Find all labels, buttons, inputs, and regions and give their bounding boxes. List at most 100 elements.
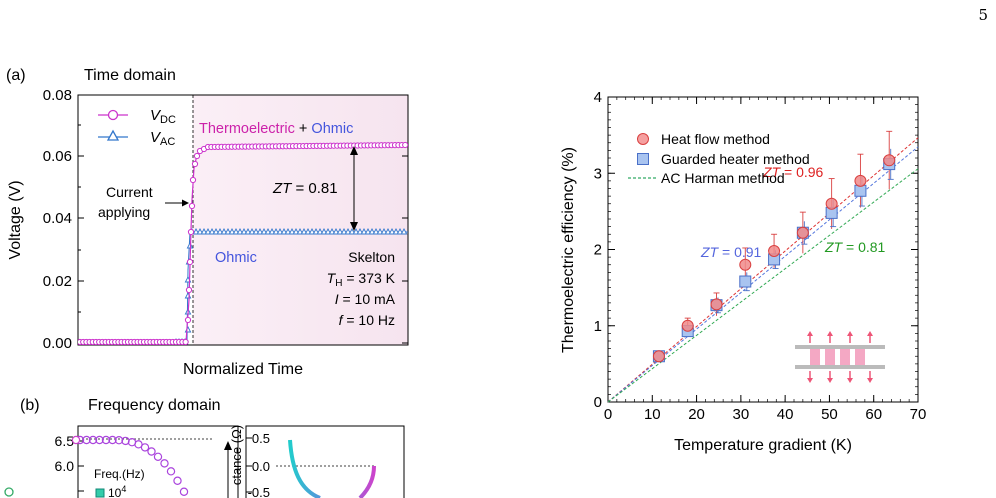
vac-marker	[256, 228, 264, 235]
vdc-marker	[182, 338, 189, 345]
panel-b-y-tick: 6.5	[55, 433, 75, 449]
vac-marker	[272, 228, 280, 235]
frequency-marker	[101, 435, 111, 445]
panel-a-title: Time domain	[84, 67, 176, 84]
legend-label-heat-flow: Heat flow method	[661, 131, 770, 147]
vac-marker	[340, 228, 348, 235]
panel-b-title: Frequency domain	[88, 397, 221, 414]
vac-marker	[304, 228, 312, 235]
vac-marker	[300, 228, 308, 235]
panel-b-y-tick: 6.0	[55, 458, 75, 474]
x-tick-label: 20	[688, 406, 705, 423]
vac-marker	[224, 228, 232, 235]
vac-marker	[284, 228, 292, 235]
vac-marker	[296, 228, 304, 235]
vac-marker	[260, 228, 268, 235]
chart-x-axis-label: Temperature gradient (K)	[674, 437, 852, 454]
page-number: 5	[978, 6, 988, 24]
legend-marker-heat-flow	[637, 133, 649, 145]
vdc-marker	[185, 286, 193, 294]
heat-flow-point	[681, 319, 694, 332]
panel-b-right-y-tick: 0.0	[252, 459, 270, 474]
x-tick-label: 60	[865, 406, 882, 423]
annotation-zt: ZT = 0.81	[272, 180, 338, 197]
vac-marker	[328, 228, 336, 235]
current-arrow-head	[182, 199, 189, 207]
chart-y-axis-label: Thermoelectric efficiency (%)	[560, 147, 577, 353]
panel-b-right-y-axis-label: ctance (Ω)	[229, 425, 244, 485]
panel-a-y-axis-label: Voltage (V)	[7, 180, 24, 259]
panel-b-left-ticks	[78, 440, 84, 492]
vac-marker	[384, 228, 392, 235]
vac-marker	[376, 228, 384, 235]
y-tick-label: 4	[594, 89, 602, 106]
vdc-marker	[193, 152, 201, 160]
vac-marker	[244, 228, 252, 235]
vac-marker	[292, 228, 300, 235]
frequency-marker	[114, 436, 124, 445]
heat-flow-point	[768, 245, 781, 258]
panel-b-right-axes	[245, 425, 405, 498]
vac-marker	[372, 228, 380, 235]
vac-marker	[192, 228, 200, 235]
zt-arrow-top	[350, 146, 358, 155]
vac-marker	[228, 228, 236, 235]
vac-marker	[184, 292, 192, 299]
vdc-marker	[187, 228, 195, 236]
panel-b-label: (b)	[20, 397, 40, 414]
frequency-marker	[166, 467, 176, 476]
vac-marker	[248, 228, 256, 235]
annotation-thermoelectric-ohmic: Thermoelectric + Ohmic	[199, 121, 353, 137]
frequency-marker	[147, 447, 156, 456]
vac-marker	[348, 228, 356, 235]
condition-current: I = 10 mA	[335, 291, 396, 307]
guarded-heater-point	[854, 184, 867, 197]
annotation-current-applying-line2: applying	[98, 204, 150, 220]
vdc-markers	[78, 141, 408, 345]
vac-marker	[332, 228, 340, 235]
frequency-marker	[173, 476, 182, 485]
device-name: Skelton	[348, 249, 395, 265]
heat-flow-point	[825, 197, 838, 210]
vac-marker	[316, 228, 324, 235]
heat-flow-point	[739, 258, 752, 271]
legend-vac: VAC	[150, 129, 175, 148]
legend-label-ac-harman: AC Harman method	[661, 170, 785, 186]
heat-flow-point	[796, 226, 809, 239]
vac-marker	[232, 228, 240, 235]
panel-b-left-axes	[77, 425, 239, 498]
panel-b-frequency-markers	[71, 435, 189, 496]
vac-marker	[396, 228, 404, 235]
vac-marker	[240, 228, 248, 235]
frequency-marker	[88, 435, 98, 445]
vac-marker	[196, 228, 204, 235]
vac-marker	[320, 228, 328, 235]
vac-marker	[264, 228, 272, 235]
vac-marker	[392, 228, 400, 235]
y-tick-label: 0.02	[43, 273, 72, 290]
freq-value: 104	[108, 484, 126, 498]
vac-marker	[220, 228, 228, 235]
y-tick-label: 0.08	[43, 87, 72, 104]
annotation-current-applying-line1: Current	[106, 184, 153, 200]
frequency-marker	[179, 487, 189, 496]
y-tick-label: 2	[594, 242, 602, 259]
condition-frequency: f = 10 Hz	[339, 312, 395, 328]
vdc-marker	[191, 160, 199, 168]
edge-marker	[4, 487, 14, 497]
panel-b: (b) Frequency domain 6.5 6.0 Freq.(Hz) 1…	[4, 397, 405, 498]
vac-marker	[368, 228, 376, 235]
panel-a-y-tick-labels: 0.00 0.02 0.04 0.06 0.08	[43, 87, 72, 352]
vac-marker	[212, 228, 220, 235]
heat-flow-point	[710, 298, 723, 311]
legend-label-guarded-heater: Guarded heater method	[661, 151, 810, 167]
panel-b-arrow-head	[224, 441, 232, 450]
current-applied-region	[193, 95, 408, 345]
vac-marker	[280, 228, 288, 235]
vac-marker	[388, 228, 396, 235]
y-tick-label: 3	[594, 165, 602, 182]
frequency-marker	[71, 435, 81, 445]
zt-arrow-bottom	[350, 222, 358, 231]
panel-b-right-y-tick: -0.5	[248, 485, 270, 498]
